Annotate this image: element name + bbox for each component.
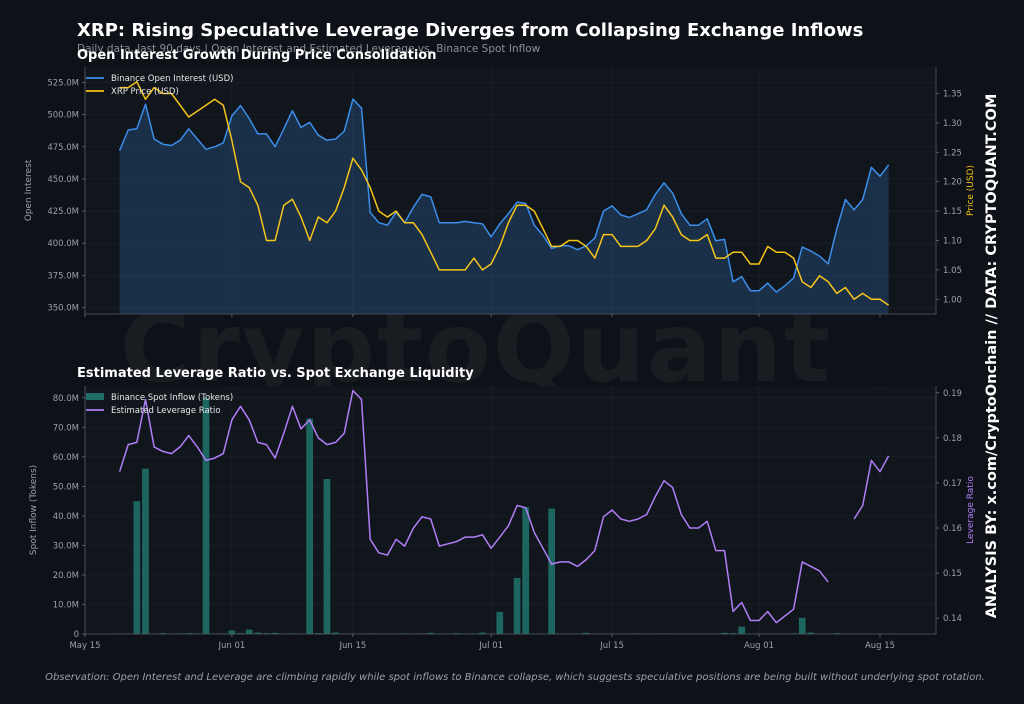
legend-swatch <box>86 393 104 400</box>
inflow-bar <box>306 418 314 634</box>
price-line <box>119 80 890 306</box>
y-tick-label: 50.0M <box>53 482 79 492</box>
inflow-bar <box>548 508 556 634</box>
inflow-bar <box>254 632 262 634</box>
plot-area <box>85 67 936 314</box>
legend-label: Binance Spot Inflow (Tokens) <box>111 393 233 403</box>
y2-tick-label: 1.05 <box>943 266 962 276</box>
y-tick-label: 500.0M <box>47 111 79 121</box>
y2-tick-label: 0.18 <box>943 434 962 444</box>
y-tick-label: 400.0M <box>47 239 79 249</box>
open-interest-line <box>118 98 890 293</box>
inflow-bar <box>798 617 806 634</box>
open-interest-panel: 350.0M 375.0M 400.0M 425.0M 450.0M 475.0M 500.… <box>24 67 976 317</box>
inflow-bar <box>263 633 270 634</box>
y-tick-label: 70.0M <box>53 423 79 433</box>
chart-title: XRP: Rising Speculative Leverage Diverge… <box>77 20 864 41</box>
plot-area <box>85 386 936 634</box>
y2-tick-label: 0.17 <box>943 479 962 489</box>
y-tick-label: 10.0M <box>53 600 79 610</box>
y2-tick-label: 0.19 <box>943 389 962 399</box>
y2-tick-label: 1.25 <box>943 148 962 158</box>
inflow-bar <box>323 479 331 634</box>
inflow-bar <box>271 632 279 634</box>
y2-axis-label: Leverage Ratio <box>966 476 976 544</box>
inflow-bar <box>479 632 486 634</box>
y2-tick-label: 1.15 <box>943 207 962 217</box>
leverage-inflow-panel: 0 10.0M 20.0M 30.0M 40.0M 50.0M 60.0M 70.0M 80.0… <box>29 386 976 651</box>
y2-tick-label: 0.14 <box>943 614 962 624</box>
y-tick-label: 20.0M <box>53 571 79 581</box>
y-tick-label: 425.0M <box>47 207 79 217</box>
footnote: Observation: Open Interest and Leverage … <box>45 672 985 683</box>
inflow-bar <box>721 632 728 634</box>
inflow-bar <box>133 501 141 634</box>
y2-tick-label: 1.35 <box>943 89 962 99</box>
y2-tick-label: 0.16 <box>943 524 962 534</box>
y2-tick-label: 0.15 <box>943 569 962 579</box>
chart-subtitle: Daily data, last 90 days | Open Interest… <box>77 43 541 55</box>
inflow-bar <box>228 630 236 634</box>
inflow-bar <box>142 468 149 634</box>
y-tick-label: 80.0M <box>53 394 79 404</box>
inflow-bar <box>185 633 193 634</box>
legend-label: Estimated Leverage Ratio <box>111 406 221 416</box>
inflow-bar <box>729 633 737 634</box>
y2-tick-label: 1.00 <box>943 295 962 305</box>
y-tick-label: 0 <box>74 630 79 640</box>
y-tick-label: 40.0M <box>53 512 79 522</box>
inflow-bar <box>582 632 590 634</box>
x-tick-label: Jul 15 <box>599 641 624 651</box>
open-interest-area <box>119 99 889 314</box>
inflow-bar <box>807 632 815 634</box>
y-tick-label: 350.0M <box>47 304 79 314</box>
y-tick-label: 450.0M <box>47 175 79 185</box>
y-axis-label: Open Interest <box>24 159 34 221</box>
top-panel-title: Open Interest Growth During Price Consol… <box>77 48 437 63</box>
inflow-bar <box>237 633 244 634</box>
y2-tick-label: 1.30 <box>943 119 962 129</box>
y2-tick-label: 1.20 <box>943 178 962 188</box>
legend-label: XRP Price (USD) <box>111 87 179 97</box>
inflow-bar <box>513 577 521 634</box>
inflow-bar <box>427 632 435 634</box>
x-tick-label: Jun 01 <box>217 641 245 651</box>
inflow-bar <box>738 626 746 634</box>
inflow-bar <box>314 633 322 634</box>
y2-tick-label: 1.10 <box>943 236 962 246</box>
inflow-bar <box>245 629 253 634</box>
legend-label: Binance Open Interest (USD) <box>111 74 233 84</box>
inflow-bar <box>202 397 210 634</box>
inflow-bar <box>522 507 530 634</box>
x-tick-label: Aug 01 <box>744 641 774 651</box>
leverage-line <box>118 389 829 624</box>
inflow-bar <box>332 632 339 634</box>
inflow-bar <box>833 633 841 634</box>
y-tick-label: 525.0M <box>47 78 79 88</box>
y2-axis-label: Price (USD) <box>966 165 976 216</box>
y-tick-label: 375.0M <box>47 271 79 281</box>
x-tick-label: Jul 01 <box>478 641 503 651</box>
y-axis-label: Spot Inflow (Tokens) <box>29 465 39 555</box>
inflow-bar <box>159 633 167 634</box>
x-tick-label: Aug 15 <box>865 641 895 651</box>
bottom-panel-title: Estimated Leverage Ratio vs. Spot Exchan… <box>77 366 474 381</box>
x-tick-label: May 15 <box>69 641 100 651</box>
inflow-bar <box>453 633 460 634</box>
side-credit: ANALYSIS BY: x.com/CryptoOnchain // DATA… <box>984 93 1000 619</box>
y-tick-label: 475.0M <box>47 143 79 153</box>
inflow-bar <box>496 611 504 634</box>
leverage-line <box>853 455 890 520</box>
x-tick-label: Jun 15 <box>338 641 366 651</box>
y-tick-label: 30.0M <box>53 541 79 551</box>
y-tick-label: 60.0M <box>53 453 79 463</box>
